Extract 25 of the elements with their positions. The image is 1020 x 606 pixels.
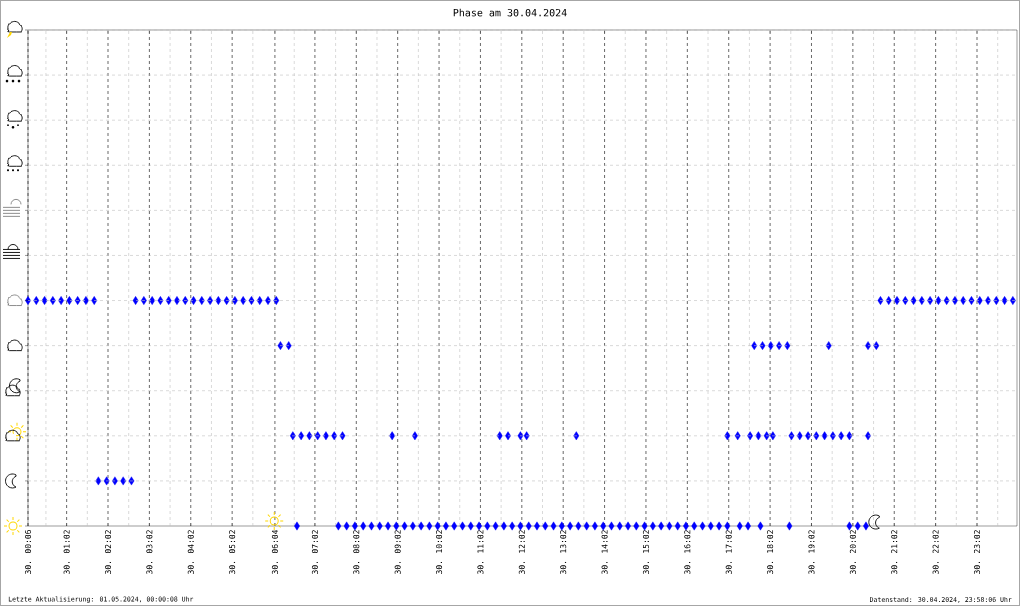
x-tick-label: 30. 01:02 [63,530,70,574]
chart-title: Phase am 30.04.2024 [453,8,567,17]
x-tick-label: 30. 08:02 [353,530,360,574]
x-tick-label: 30. 00:06 [24,530,32,574]
x-tick-label: 30. 22:02 [932,530,939,574]
x-tick-label: 30. 11:02 [477,530,484,574]
x-tick-label: 30. 13:02 [560,530,567,574]
x-tick-label: 30. 21:02 [891,530,898,574]
x-tick-label: 30. 23:02 [973,530,981,574]
x-tick-label: 30. 14:02 [601,530,608,574]
x-tick-label: 30. 18:02 [767,530,774,574]
x-tick-label: 30. 06:04 [271,529,278,574]
x-tick-label: 30. 12:02 [518,530,525,574]
x-tick-label: 30. 05:02 [229,530,236,574]
x-tick-label: 30. 19:02 [808,530,815,574]
x-tick-label: 30. 04:02 [187,530,194,574]
x-tick-label: 30. 20:02 [849,530,856,574]
x-tick-label: 30. 07:02 [311,530,318,574]
x-tick-label: 30. 10:02 [436,530,443,574]
x-tick-label: 30. 16:02 [684,530,691,574]
x-tick-label: 30. 15:02 [642,530,649,574]
x-tick-label: 30. 03:02 [146,530,153,574]
x-tick-label: 30. 17:02 [725,530,732,574]
x-tick-label: 30. 09:02 [394,530,401,574]
x-tick-label: 30. 02:02 [104,530,112,574]
